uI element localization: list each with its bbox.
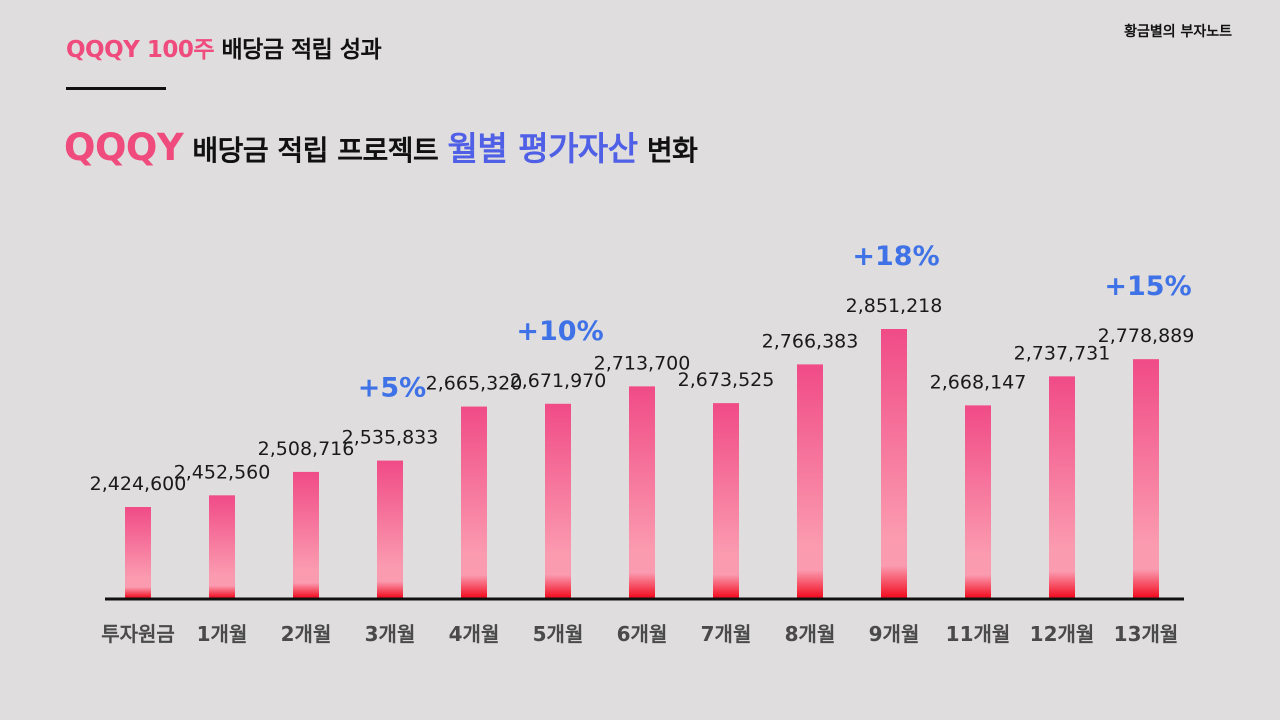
header-title-rest: 배당금 적립 성과 xyxy=(221,37,382,63)
value-label-12: 2,778,889 xyxy=(1098,325,1195,347)
value-label-7: 2,673,525 xyxy=(678,369,775,391)
bar-8 xyxy=(797,364,823,598)
bar-7 xyxy=(713,403,739,598)
category-label-3: 3개월 xyxy=(365,622,416,646)
main-title-change: 변화 xyxy=(646,134,698,167)
bar-11 xyxy=(1049,376,1075,598)
value-label-11: 2,737,731 xyxy=(1014,342,1111,364)
category-label-2: 2개월 xyxy=(281,622,332,646)
value-label-9: 2,851,218 xyxy=(846,295,943,317)
bar-6 xyxy=(629,386,655,598)
bar-12 xyxy=(1133,359,1159,598)
value-label-1: 2,452,560 xyxy=(174,461,271,483)
category-label-0: 투자원금 xyxy=(101,622,175,646)
category-label-11: 12개월 xyxy=(1030,622,1095,646)
category-label-8: 8개월 xyxy=(785,622,836,646)
category-label-6: 6개월 xyxy=(617,622,668,646)
bar-10 xyxy=(965,405,991,598)
value-label-6: 2,713,700 xyxy=(594,352,691,374)
bar-4 xyxy=(461,406,487,598)
category-label-4: 4개월 xyxy=(449,622,500,646)
growth-annotation-1: +10% xyxy=(516,316,603,347)
value-label-4: 2,665,320 xyxy=(426,373,523,395)
main-title-highlight: 월별 평가자산 xyxy=(447,129,639,168)
brand-label: 황금별의 부자노트 xyxy=(1124,24,1232,40)
category-label-10: 11개월 xyxy=(946,622,1011,646)
value-label-2: 2,508,716 xyxy=(258,438,355,460)
growth-annotation-2: +18% xyxy=(852,241,939,272)
category-label-12: 13개월 xyxy=(1114,622,1179,646)
category-label-9: 9개월 xyxy=(869,622,920,646)
value-label-3: 2,535,833 xyxy=(342,427,439,449)
growth-annotation-0: +5% xyxy=(358,373,426,404)
category-label-1: 1개월 xyxy=(197,622,248,646)
bar-0 xyxy=(125,507,151,598)
main-title-ticker: QQQY xyxy=(64,126,184,169)
value-label-10: 2,668,147 xyxy=(930,371,1027,393)
category-label-7: 7개월 xyxy=(701,622,752,646)
value-label-8: 2,766,383 xyxy=(762,330,859,352)
header-title: QQQY 100주 배당금 적립 성과 xyxy=(66,30,382,64)
bar-9 xyxy=(881,329,907,598)
main-title-project: 배당금 적립 프로젝트 xyxy=(192,134,439,167)
growth-annotation-3: +15% xyxy=(1104,271,1191,302)
value-label-0: 2,424,600 xyxy=(90,473,187,495)
value-label-5: 2,671,970 xyxy=(510,370,607,392)
header-title-accent: QQQY 100주 xyxy=(66,37,215,63)
bar-3 xyxy=(377,460,403,598)
bar-5 xyxy=(545,403,571,598)
header-divider xyxy=(66,87,166,90)
bar-1 xyxy=(209,495,235,598)
bar-2 xyxy=(293,471,319,598)
main-title: QQQY 배당금 적립 프로젝트 월별 평가자산 변화 xyxy=(64,122,698,170)
category-label-5: 5개월 xyxy=(533,622,584,646)
